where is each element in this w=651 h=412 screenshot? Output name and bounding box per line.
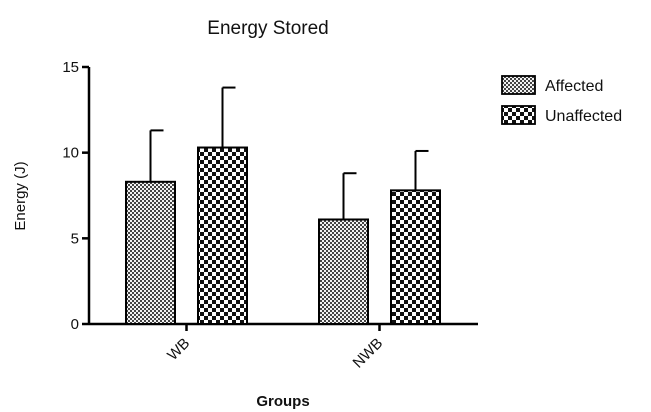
bars bbox=[125, 146, 441, 325]
y-tick-label: 0 bbox=[71, 316, 79, 333]
bar-wb-affected bbox=[125, 180, 176, 325]
legend-label-affected: Affected bbox=[545, 78, 603, 95]
error-bars bbox=[149, 86, 429, 220]
legend-swatch-unaffected bbox=[501, 105, 536, 125]
legend: Affected Unaffected bbox=[501, 75, 622, 125]
x-tick-labels: WB NWB bbox=[164, 324, 386, 372]
bar-wb-unaffected bbox=[197, 146, 248, 325]
x-tick-label-wb: WB bbox=[164, 335, 193, 364]
legend-label-unaffected: Unaffected bbox=[545, 108, 622, 125]
y-axis-label: Energy (J) bbox=[12, 161, 29, 230]
y-tick-label: 15 bbox=[62, 59, 79, 76]
x-tick-label-nwb: NWB bbox=[350, 335, 387, 372]
legend-swatch-affected bbox=[501, 75, 536, 95]
x-axis-label: Groups bbox=[256, 393, 309, 410]
bar-nwb-affected bbox=[318, 218, 369, 325]
y-ticks: 0 5 10 15 bbox=[62, 59, 89, 333]
y-tick-label: 5 bbox=[71, 230, 79, 247]
bar-nwb-unaffected bbox=[390, 189, 441, 325]
y-tick-label: 10 bbox=[62, 145, 79, 162]
chart-title: Energy Stored bbox=[207, 18, 328, 39]
